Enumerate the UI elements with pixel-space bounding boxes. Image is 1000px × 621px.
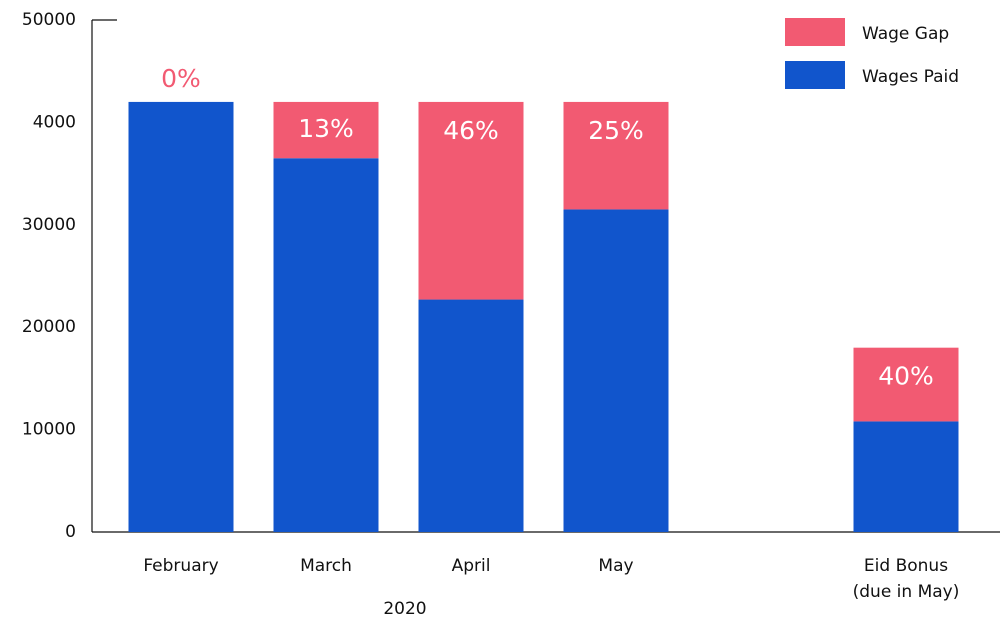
data-label: 46% xyxy=(443,116,499,145)
x-tick-label: May xyxy=(598,556,633,576)
legend-swatch xyxy=(785,18,845,46)
legend-label: Wage Gap xyxy=(862,24,949,44)
bar-segment xyxy=(563,101,669,210)
x-tick-label: February xyxy=(143,556,218,576)
x-tick-label: March xyxy=(300,556,352,576)
legend-label: Wages Paid xyxy=(862,67,959,87)
y-tick-label: 0 xyxy=(65,522,76,542)
legend-swatch xyxy=(785,61,845,89)
bar-segment xyxy=(418,299,524,532)
data-label: 40% xyxy=(878,362,934,391)
y-tick-label: 20000 xyxy=(22,317,76,337)
x-axis-label: 2020 xyxy=(383,599,426,619)
data-label: 25% xyxy=(588,116,644,145)
x-tick-label: April xyxy=(452,556,491,576)
bar-segment xyxy=(853,421,959,532)
data-label: 0% xyxy=(161,64,201,93)
bar-segment xyxy=(128,101,234,533)
y-tick-label: 10000 xyxy=(22,420,76,440)
bar-segment xyxy=(418,101,524,300)
bar-segment xyxy=(273,158,379,533)
data-label: 13% xyxy=(298,114,354,143)
y-tick-label: 30000 xyxy=(22,215,76,235)
bar-segment xyxy=(273,101,379,159)
bar-segment xyxy=(853,347,959,422)
x-tick-label: Eid Bonus (due in May) xyxy=(853,556,960,602)
y-tick-label: 4000 xyxy=(33,112,76,132)
bar-segment xyxy=(563,209,669,532)
y-tick-label: 50000 xyxy=(22,10,76,30)
